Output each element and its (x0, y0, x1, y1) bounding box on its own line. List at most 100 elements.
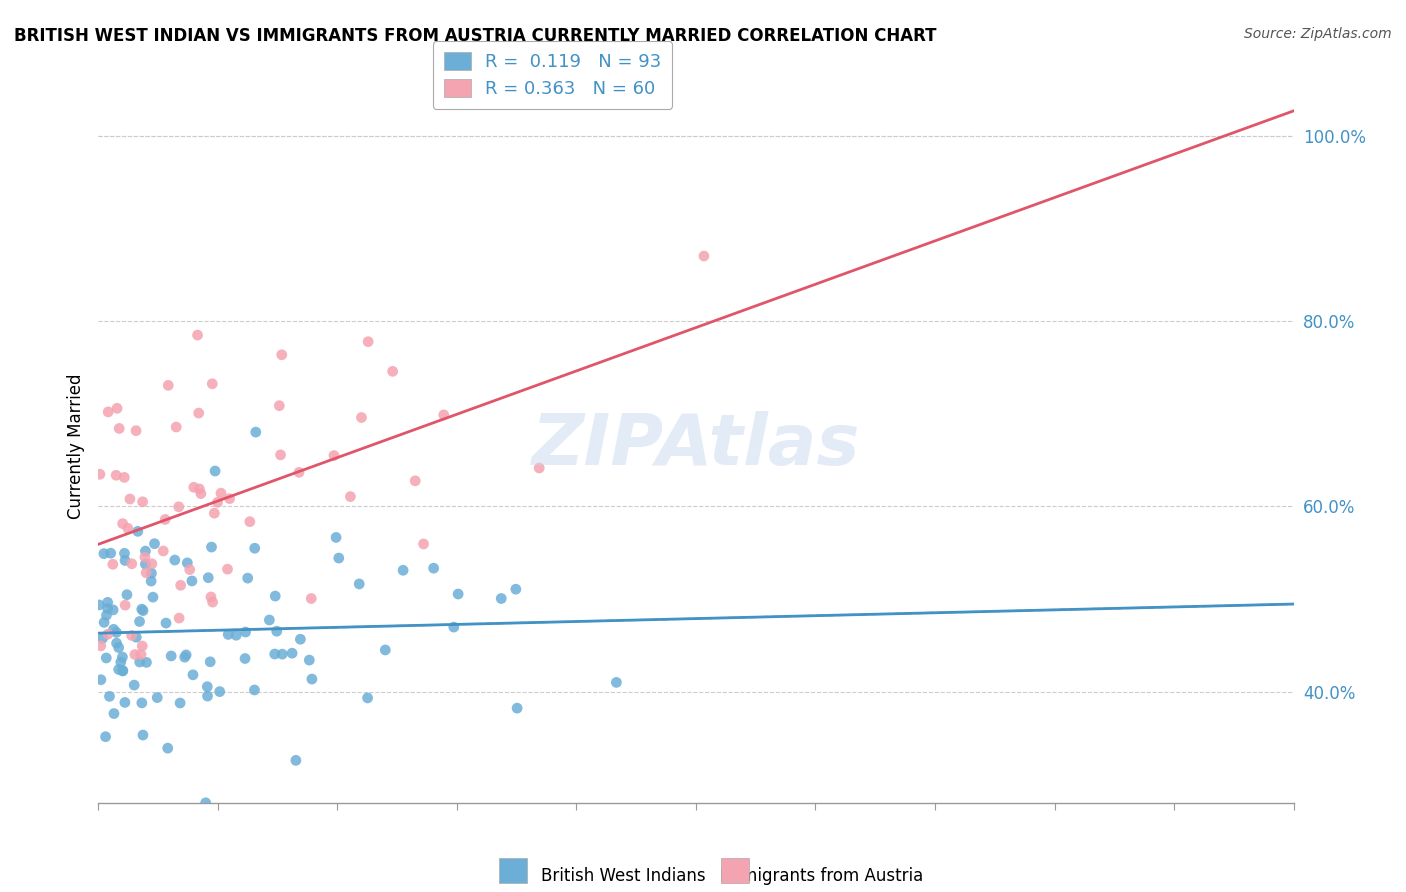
Point (143, 536, 166, 550)
Point (125, 424, 148, 438)
Point (114, 598, 136, 612)
Point (204, 464, 226, 478)
Point (323, 449, 346, 463)
Point (392, 563, 415, 577)
Point (207, 495, 229, 509)
Point (141, 566, 163, 581)
Point (529, 461, 551, 475)
Text: ZIPAtlas: ZIPAtlas (531, 411, 860, 481)
Point (506, 701, 529, 715)
Point (165, 420, 187, 434)
Point (263, 647, 285, 661)
Point (107, 640, 129, 655)
Point (152, 544, 174, 558)
Point (200, 590, 222, 604)
Point (271, 647, 294, 661)
Point (157, 378, 180, 392)
Point (288, 466, 311, 480)
Point (605, 675, 627, 690)
Point (374, 643, 396, 657)
Point (118, 491, 141, 506)
Point (269, 399, 291, 413)
Point (339, 490, 361, 504)
Point (96, 651, 118, 665)
Point (115, 588, 138, 602)
Point (128, 615, 150, 629)
Point (121, 557, 143, 571)
Point (112, 470, 135, 484)
Text: BRITISH WEST INDIAN VS IMMIGRANTS FROM AUSTRIA CURRENTLY MARRIED CORRELATION CHA: BRITISH WEST INDIAN VS IMMIGRANTS FROM A… (14, 27, 936, 45)
Point (87, 598, 110, 612)
Point (290, 632, 312, 647)
Point (187, 328, 209, 343)
Point (124, 648, 146, 662)
Point (284, 753, 307, 767)
Point (200, 655, 222, 669)
Point (197, 689, 219, 703)
Point (132, 604, 155, 618)
Point (197, 571, 219, 585)
Point (108, 421, 131, 435)
Point (236, 571, 259, 585)
Point (163, 553, 186, 567)
Point (202, 506, 225, 520)
Point (98, 690, 121, 704)
Point (135, 656, 157, 670)
Point (111, 664, 134, 678)
Point (167, 500, 190, 514)
Point (217, 562, 239, 576)
Point (181, 668, 204, 682)
Point (195, 680, 218, 694)
Point (100, 546, 122, 560)
Point (146, 690, 169, 705)
Point (270, 348, 292, 362)
Point (201, 595, 224, 609)
Point (239, 515, 262, 529)
Point (209, 486, 232, 500)
Point (132, 728, 155, 742)
Point (347, 577, 370, 591)
Point (491, 591, 513, 606)
Point (111, 516, 134, 531)
Point (97, 627, 120, 641)
Point (101, 558, 124, 572)
Point (194, 796, 217, 810)
Text: Immigrants from Austria: Immigrants from Austria (720, 867, 924, 885)
Point (183, 480, 205, 494)
Point (94, 730, 117, 744)
Point (141, 574, 163, 588)
Point (233, 651, 256, 665)
Point (105, 401, 128, 416)
Point (187, 406, 209, 420)
Point (412, 537, 434, 551)
Point (114, 553, 136, 567)
Point (114, 695, 136, 709)
Point (103, 623, 125, 637)
Point (105, 468, 128, 483)
Point (174, 648, 197, 662)
Y-axis label: Currently Married: Currently Married (66, 373, 84, 519)
Point (128, 655, 150, 669)
Point (131, 495, 153, 509)
Point (93, 547, 115, 561)
Point (134, 550, 156, 565)
Point (142, 590, 165, 604)
Point (97, 405, 120, 419)
Point (235, 625, 257, 640)
Point (181, 574, 204, 588)
Point (169, 696, 191, 710)
Point (201, 376, 224, 391)
Point (89, 467, 111, 482)
Point (266, 624, 288, 639)
Point (259, 613, 281, 627)
Point (93, 615, 115, 630)
Point (381, 364, 404, 378)
Point (167, 611, 190, 625)
Point (328, 551, 350, 566)
Point (129, 648, 152, 662)
Point (101, 603, 124, 617)
Point (91, 632, 114, 646)
Point (325, 530, 347, 544)
Point (105, 636, 128, 650)
Point (693, 249, 716, 263)
